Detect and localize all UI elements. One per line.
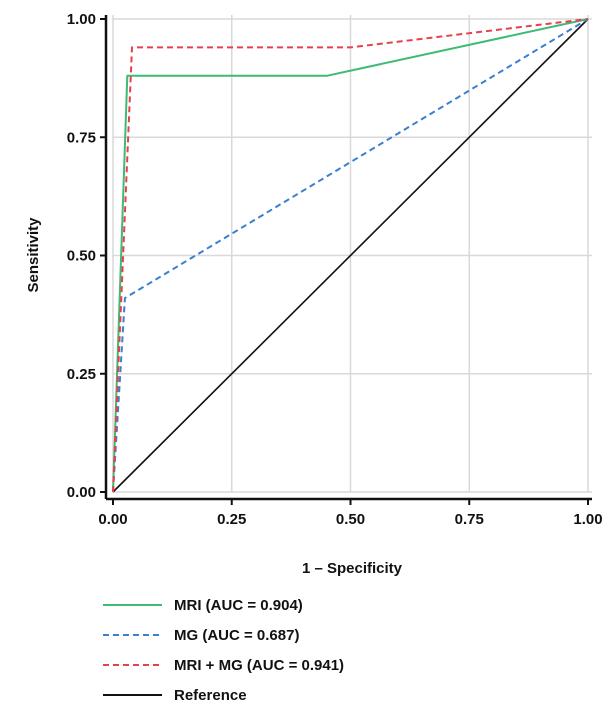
axes	[100, 15, 592, 505]
legend-label: Reference	[174, 687, 247, 704]
series-line-1	[112, 18, 589, 493]
y-tick-label: 0.75	[67, 129, 96, 146]
y-axis-title: Sensitivity	[25, 217, 42, 293]
series-line-3	[112, 18, 589, 493]
x-tick-label: 0.00	[98, 511, 127, 528]
legend-label: MRI + MG (AUC = 0.941)	[174, 657, 344, 674]
legend-label: MRI (AUC = 0.904)	[174, 597, 303, 614]
x-axis-title: 1 – Specificity	[302, 560, 403, 577]
x-tick-label: 0.75	[455, 511, 484, 528]
y-tick-label: 0.50	[67, 248, 96, 265]
y-tick-label: 0.00	[67, 484, 96, 501]
legend-label: MG (AUC = 0.687)	[174, 627, 299, 644]
x-tick-label: 0.25	[217, 511, 246, 528]
grid	[112, 15, 592, 493]
legend: MRI (AUC = 0.904) MG (AUC = 0.687) MRI + M…	[103, 597, 344, 704]
x-tick-label: 0.50	[336, 511, 365, 528]
y-tick-label: 1.00	[67, 11, 96, 28]
y-tick-label: 0.25	[67, 366, 96, 383]
series-lines	[112, 18, 589, 493]
series-line-2	[112, 18, 589, 493]
tick-labels: 0.00 0.25 0.50 0.75 1.00 0.00 0.25 0.50 0.75 1.00	[67, 11, 603, 528]
series-line-0	[112, 18, 589, 493]
x-tick-label: 1.00	[573, 511, 602, 528]
